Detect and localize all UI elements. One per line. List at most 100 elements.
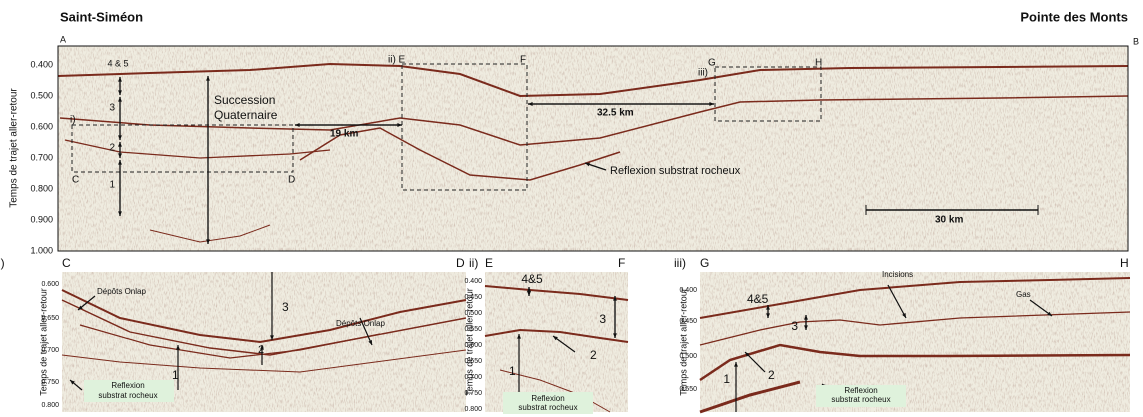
arrow-head <box>295 123 300 127</box>
arrow <box>744 351 766 373</box>
callout <box>503 392 593 414</box>
arrow-head <box>613 296 617 301</box>
annotation: substrat rocheux <box>98 391 157 400</box>
bedrock-reflector <box>299 127 621 181</box>
box-label: H <box>815 58 822 69</box>
unit-label: 3 <box>109 103 115 114</box>
seismic-texture <box>58 46 1128 251</box>
y-tick-label: 0.400 <box>30 59 53 69</box>
annotation: Quaternaire <box>214 108 278 122</box>
corner-label: G <box>700 256 709 270</box>
y-tick-label: 0.700 <box>464 374 482 381</box>
callout <box>816 385 906 407</box>
y-tick-label: 0.500 <box>464 310 482 317</box>
annotation: Gas <box>1016 290 1031 299</box>
y-axis-title: Temps de trajet aller-retour <box>464 288 474 396</box>
arrow-head <box>553 336 558 341</box>
y-tick-label: 0.450 <box>464 294 482 301</box>
reflector <box>499 369 611 413</box>
y-tick-label: 0.600 <box>464 342 482 349</box>
box-label: iii) <box>698 68 708 79</box>
box-label: C <box>72 175 79 186</box>
arrow-head <box>368 340 372 345</box>
seafloor-reflector <box>484 285 629 301</box>
arrow-head <box>745 352 750 357</box>
distance-label: 19 km <box>330 129 358 140</box>
unit-label: 1 <box>509 364 516 378</box>
box-gh <box>714 66 822 122</box>
arrow-head <box>78 305 83 310</box>
annotation: Reflexion <box>111 381 144 390</box>
location-right: Pointe des Monts <box>1020 9 1128 24</box>
unit-label: 2 <box>258 344 264 356</box>
arrow-head <box>206 76 210 81</box>
unit-label: 1 <box>723 372 730 386</box>
unit-label: 2 <box>590 348 597 362</box>
y-tick-label: 0.400 <box>464 278 482 285</box>
arrow-head <box>766 305 770 310</box>
y-tick-label: 1.000 <box>30 245 53 255</box>
y-tick-label: 0.500 <box>679 353 697 360</box>
y-tick-label: 0.700 <box>30 152 53 162</box>
annotation: Dépôts Onlap <box>97 287 146 296</box>
scale-label: 30 km <box>935 215 963 226</box>
y-axis-title: Temps de trajet aller-retour <box>9 88 20 208</box>
panel-label: ii) <box>469 256 478 270</box>
annotation: Reflexion substrat rocheux <box>610 165 741 177</box>
corner-label: D <box>456 256 465 270</box>
arrow-head <box>118 142 122 147</box>
y-tick-label: 0.400 <box>679 287 697 294</box>
annotation: substrat rocheux <box>518 403 577 412</box>
reflector <box>699 311 1131 346</box>
y-tick-label: 0.550 <box>464 326 482 333</box>
annotation: Incisions <box>882 270 913 279</box>
y-tick-label: 0.450 <box>679 318 697 325</box>
frame <box>57 45 1129 252</box>
arrow-head <box>118 160 122 165</box>
distance-label: 32.5 km <box>597 108 634 119</box>
y-tick-label: 0.650 <box>464 358 482 365</box>
y-tick-label: 0.650 <box>41 315 59 322</box>
corner-label: H <box>1120 256 1129 270</box>
unit-label: 2 <box>768 368 775 382</box>
y-tick-label: 0.550 <box>679 386 697 393</box>
reflector <box>61 349 467 373</box>
annotation: Succession <box>214 93 275 107</box>
unit-label: 4 & 5 <box>107 58 128 68</box>
arrow-head <box>734 362 738 367</box>
reflector <box>79 324 381 359</box>
unit-label: 3 <box>791 319 798 333</box>
unit-label: 3 <box>282 300 289 314</box>
reflector <box>149 224 271 243</box>
location-left: Saint-Siméon <box>60 9 143 24</box>
annotation: Reflexion <box>844 386 877 395</box>
y-tick-label: 0.800 <box>464 406 482 413</box>
corner-label: C <box>62 256 71 270</box>
arrow-head <box>176 345 180 350</box>
unit-label: 2 <box>109 143 115 154</box>
y-tick-label: 0.750 <box>464 390 482 397</box>
bedrock-reflector <box>699 343 1131 382</box>
unit-label: 1 <box>172 368 179 382</box>
y-tick-label: 0.700 <box>41 347 59 354</box>
y-axis-title: Temps de trajet aller-retour <box>678 288 688 396</box>
corner-label: A <box>60 34 66 44</box>
annotation: Dépôts Onlap <box>336 319 385 328</box>
corner-label: B <box>1133 36 1139 46</box>
arrow <box>887 284 907 319</box>
y-tick-label: 0.800 <box>41 402 59 409</box>
unit-label: 4&5 <box>521 272 543 286</box>
box-label: i) <box>70 115 76 126</box>
box-cd <box>71 124 294 173</box>
reflector <box>59 95 1129 146</box>
unit-label: 4&5 <box>747 292 769 306</box>
arrow <box>359 317 373 346</box>
callout <box>84 380 174 402</box>
panel-label: iii) <box>674 256 686 270</box>
annotation: Reflexion <box>531 394 564 403</box>
y-tick-label: 0.900 <box>30 214 53 224</box>
reflector <box>61 289 467 344</box>
y-axis-title: Temps de trajet aller-retour <box>38 288 48 396</box>
arrow-head <box>270 335 274 340</box>
